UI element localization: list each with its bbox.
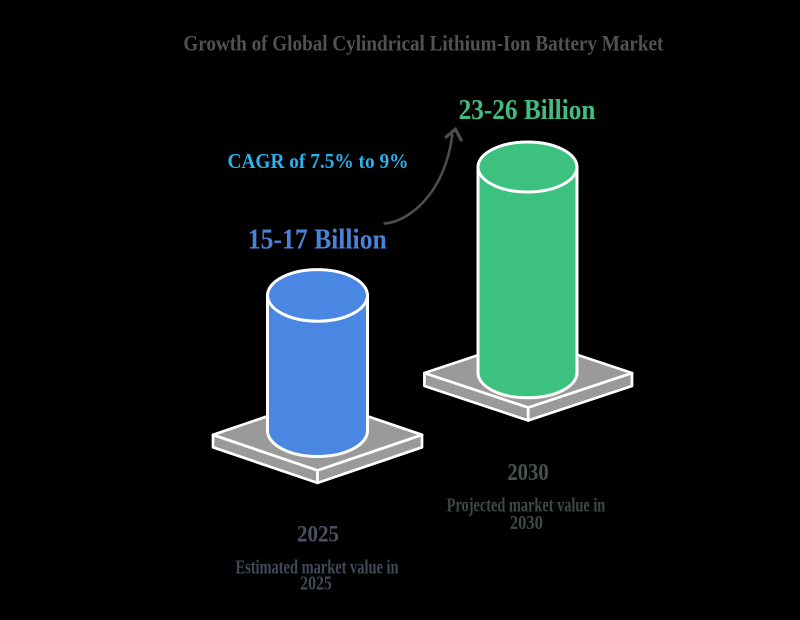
svg-text:2025: 2025 — [300, 573, 332, 595]
svg-text:2025: 2025 — [297, 522, 339, 547]
svg-text:23-26 Billion: 23-26 Billion — [459, 95, 596, 126]
svg-text:2030: 2030 — [507, 460, 548, 486]
svg-text:Projected market value in: Projected market value in — [447, 495, 606, 517]
svg-text:Estimated market value in: Estimated market value in — [236, 557, 399, 579]
svg-text:Growth of Global Cylindrical L: Growth of Global Cylindrical Lithium-Ion… — [183, 30, 664, 55]
svg-text:2030: 2030 — [510, 512, 543, 534]
svg-text:CAGR of 7.5% to 9%: CAGR of 7.5% to 9% — [228, 149, 409, 173]
svg-text:15-17 Billion: 15-17 Billion — [248, 225, 387, 256]
